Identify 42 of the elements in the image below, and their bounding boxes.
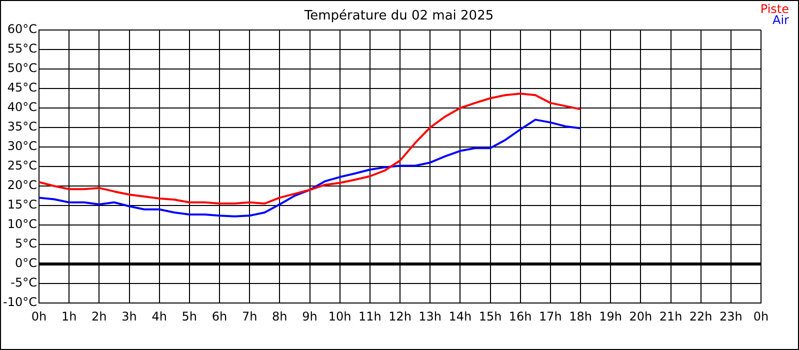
x-tick-label: 16h — [508, 309, 532, 324]
y-tick-label: -10°C — [3, 295, 37, 310]
x-tick-label: 14h — [448, 309, 472, 324]
y-tick-label: 35°C — [7, 120, 37, 134]
x-tick-label: 12h — [388, 309, 412, 324]
x-tick-label: 3h — [122, 309, 137, 324]
x-tick-label: 17h — [538, 309, 562, 324]
y-tick-label: 30°C — [7, 139, 37, 154]
x-tick-label: 13h — [418, 309, 442, 324]
x-tick-label: 22h — [689, 309, 712, 324]
y-tick-label: 55°C — [7, 42, 37, 56]
y-tick-label: 5°C — [14, 236, 37, 251]
x-tick-label: 9h — [302, 309, 318, 324]
y-tick-label: -5°C — [10, 276, 37, 290]
y-tick-label: 40°C — [7, 100, 37, 114]
x-tick-label: 1h — [61, 309, 77, 324]
x-tick-label: 11h — [358, 309, 382, 324]
y-tick-label: 50°C — [7, 61, 37, 76]
x-tick-label: 21h — [659, 309, 682, 324]
y-tick-label: 15°C — [7, 198, 37, 212]
x-tick-label: 6h — [212, 309, 228, 324]
text: Air — [772, 13, 790, 28]
x-tick-label: 0h — [753, 309, 769, 324]
y-tick-label: 0°C — [14, 256, 37, 270]
x-tick-label: 10h — [328, 309, 352, 324]
y-tick-label: 45°C — [7, 80, 37, 95]
x-tick-label: 4h — [152, 309, 167, 324]
x-tick-label: 19h — [599, 309, 622, 324]
x-tick-label: 18h — [569, 309, 592, 324]
chart-title: Température du 02 mai 2025 — [303, 8, 494, 24]
x-tick-label: 7h — [242, 309, 258, 324]
x-tick-label: 8h — [272, 309, 288, 324]
y-tick-label: 10°C — [7, 217, 37, 232]
y-tick-label: 60°C — [7, 22, 37, 36]
x-tick-label: 15h — [478, 309, 502, 324]
y-tick-label: 25°C — [7, 158, 37, 173]
x-tick-label: 2h — [92, 309, 107, 324]
x-tick-label: 23h — [719, 309, 742, 324]
x-tick-label: 5h — [182, 309, 198, 324]
y-tick-label: 20°C — [7, 178, 37, 192]
x-tick-label: 20h — [629, 309, 652, 324]
x-tick-label: 0h — [31, 309, 47, 324]
